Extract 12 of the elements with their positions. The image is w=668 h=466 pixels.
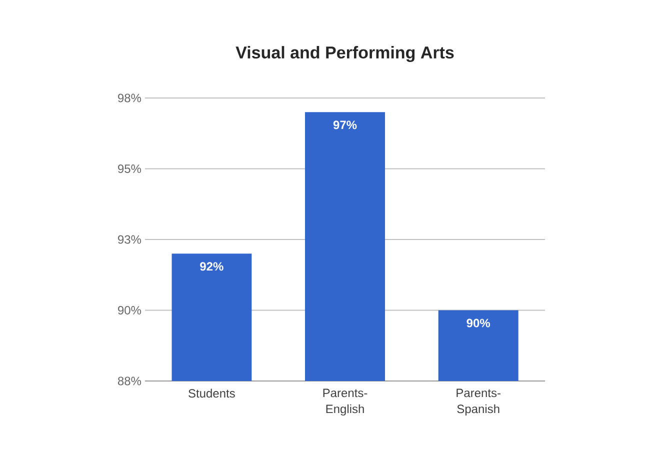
x-tick-label: Students: [188, 388, 235, 398]
chart-title: Visual and Performing Arts: [236, 46, 454, 62]
data-label: 97%: [333, 120, 357, 130]
data-label: 90%: [466, 318, 490, 328]
y-tick-label: 88%: [118, 376, 142, 386]
y-tick-label: 98%: [118, 94, 142, 102]
data-label: 92%: [200, 262, 224, 271]
y-tick-label: 95%: [118, 164, 142, 173]
x-tick-label: Parents-Spanish: [456, 388, 500, 416]
x-tick-label: Parents-English: [323, 388, 368, 416]
y-tick-label: 90%: [118, 306, 142, 314]
y-tick-label: 93%: [118, 235, 142, 244]
